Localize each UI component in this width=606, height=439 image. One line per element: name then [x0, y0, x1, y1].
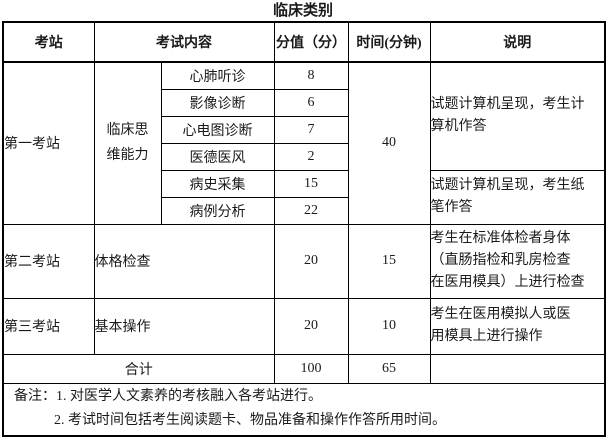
total-row: 合计 100 65: [2, 353, 606, 384]
station1-label-cell: 第一考站: [2, 61, 95, 225]
table-header-row: 考站 考试内容 分值（分） 时间(分钟) 说明: [2, 21, 606, 63]
station1-note-computer-cell: 试题计算机呈现，考生计 算机作答: [429, 61, 606, 171]
item-score-cell: 6: [273, 88, 349, 117]
item-score-cell: 15: [273, 169, 349, 198]
total-label-cell: 合计: [2, 353, 275, 384]
table-row: 第二考站 体格检查 20 15 考生在标准体检者身体 （直肠指检和乳房检查 在医…: [2, 223, 606, 299]
item-name-cell: 病例分析: [160, 196, 275, 225]
table-row: 影像诊断 6: [3, 88, 605, 117]
item-score-cell: 8: [273, 61, 349, 90]
header-score: 分值（分）: [273, 21, 349, 63]
remark-line-2: 2. 考试时间包括考生阅读题卡、物品准备和操作作答所用时间。: [54, 413, 446, 429]
remarks-cell: 备注：1. 对医学人文素养的考核融入各考站进行。 2. 考试时间包括考生阅读题卡…: [2, 382, 606, 437]
header-note: 说明: [429, 21, 606, 63]
table-row: 第一考站 临床思 维能力 心肺听诊 8 40 试题计算机呈现，考生计 算机作答: [2, 61, 606, 225]
station1-note-paper-cell: 试题计算机呈现，考生纸 笔作答: [429, 169, 606, 225]
station1-time-cell: 40: [347, 61, 431, 225]
station2-label-cell: 第二考站: [2, 223, 95, 299]
station2-time-cell: 15: [347, 223, 431, 299]
remarks-row: 备注：1. 对医学人文素养的考核融入各考站进行。 2. 考试时间包括考生阅读题卡…: [2, 382, 606, 437]
clinical-exam-table: 考站 考试内容 分值（分） 时间(分钟) 说明 第一考站 临床思 维能力 心肺听…: [2, 21, 606, 437]
table-row: 病例分析 22: [3, 196, 605, 225]
header-time: 时间(分钟): [347, 21, 431, 63]
item-name-cell: 心肺听诊: [160, 61, 275, 90]
item-score-cell: 7: [273, 115, 349, 144]
station3-note-cell: 考生在医用模拟人或医 用模具上进行操作: [429, 297, 606, 355]
item-name-cell: 医德医风: [160, 142, 275, 171]
header-content: 考试内容: [93, 21, 275, 63]
station2-content-cell: 体格检查: [93, 223, 275, 299]
item-name-cell: 影像诊断: [160, 88, 275, 117]
table-row: 医德医风 2: [3, 142, 605, 171]
total-note-cell: [429, 353, 606, 384]
item-score-cell: 22: [273, 196, 349, 225]
station1-category-cell: 临床思 维能力: [93, 61, 162, 225]
station3-score-cell: 20: [273, 297, 349, 355]
remark-line-1: 备注：1. 对医学人文素养的考核融入各考站进行。: [14, 389, 322, 405]
item-score-cell: 2: [273, 142, 349, 171]
station3-label-cell: 第三考站: [2, 297, 95, 355]
station2-score-cell: 20: [273, 223, 349, 299]
table-row: 第三考站 基本操作 20 10 考生在医用模拟人或医 用模具上进行操作: [2, 297, 606, 355]
total-score-cell: 100: [273, 353, 349, 384]
header-station: 考站: [2, 21, 95, 63]
station3-content-cell: 基本操作: [93, 297, 275, 355]
total-time-cell: 65: [347, 353, 431, 384]
item-name-cell: 心电图诊断: [160, 115, 275, 144]
station3-time-cell: 10: [347, 297, 431, 355]
station2-note-cell: 考生在标准体检者身体 （直肠指检和乳房检查 在医用模具）上进行检查: [429, 223, 606, 299]
item-name-cell: 病史采集: [160, 169, 275, 198]
page-title: 临床类别: [272, 3, 333, 19]
